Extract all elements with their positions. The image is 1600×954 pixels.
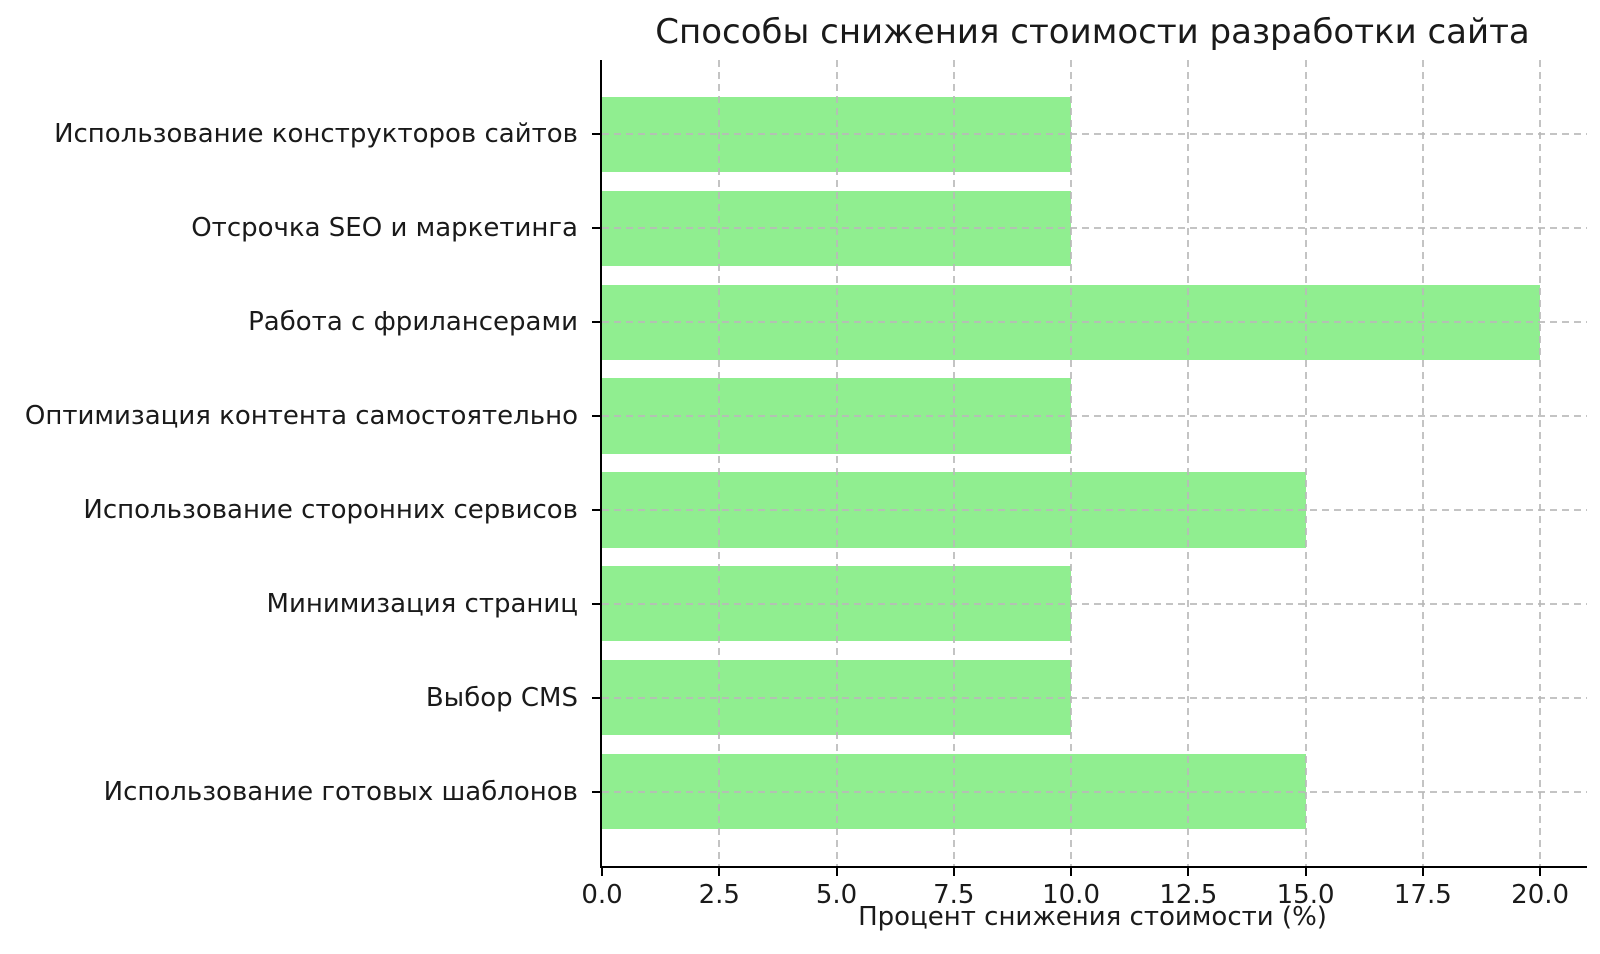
x-tick-mark [601, 868, 603, 876]
h-gridline [602, 227, 1587, 230]
x-tick-mark [1187, 868, 1190, 876]
chart-title: Способы снижения стоимости разработки са… [655, 12, 1530, 52]
y-tick-label: Оптимизация контента самостоятельно [24, 401, 578, 432]
y-tick-label: Использование сторонних сервисов [83, 494, 578, 525]
v-gridline [1304, 60, 1307, 866]
y-tick-mark [592, 227, 600, 230]
x-tick-mark [952, 868, 955, 876]
y-tick-mark [592, 415, 600, 418]
plot-area: 0.0 2.5 5.0 7.5 10.0 12.5 15.0 17.5 20.0 [581, 60, 1587, 910]
x-tick-label: 10.0 [1042, 880, 1100, 910]
y-tick-label: Минимизация страниц [266, 588, 578, 619]
y-tick-mark [592, 508, 600, 511]
x-tick-label: 0.0 [581, 880, 623, 910]
y-tick-mark [592, 790, 600, 793]
x-tick-label: 2.5 [698, 880, 740, 910]
y-tick-mark [592, 602, 600, 605]
y-tick-label: Использование конструкторов сайтов [54, 119, 578, 150]
h-gridline [602, 602, 1587, 605]
x-tick-mark [718, 868, 721, 876]
h-gridline [602, 321, 1587, 324]
v-gridline [952, 60, 955, 866]
x-tick-label: 7.5 [933, 880, 975, 910]
v-gridline [1421, 60, 1424, 866]
y-tick-label: Работа с фрилансерами [248, 307, 578, 338]
v-gridline [1070, 60, 1073, 866]
x-tick-label: 5.0 [815, 880, 858, 910]
v-gridline [1539, 60, 1542, 866]
x-axis-label: Процент снижения стоимости (%) [858, 902, 1327, 932]
x-tick-mark [835, 868, 838, 876]
h-gridline [602, 415, 1587, 418]
h-gridline [602, 790, 1587, 793]
y-tick-label: Выбор CMS [425, 682, 578, 713]
x-tick-mark [1304, 868, 1307, 876]
x-tick-label: 20.0 [1511, 880, 1570, 910]
y-axis-labels: Использование конструкторов сайтов Отсроч… [0, 60, 588, 866]
y-tick-mark [592, 696, 600, 699]
h-gridline [602, 508, 1587, 511]
v-gridline [718, 60, 721, 866]
y-tick-mark [592, 133, 600, 136]
x-tick-label: 17.5 [1393, 880, 1452, 910]
x-tick-mark [1421, 868, 1424, 876]
h-gridline [602, 696, 1587, 699]
v-gridline [1187, 60, 1190, 866]
x-tick-label: 15.0 [1276, 880, 1335, 910]
v-gridline [835, 60, 838, 866]
x-tick-mark [1539, 868, 1542, 876]
y-tick-label: Отсрочка SEO и маркетинга [191, 213, 578, 244]
x-tick-label: 12.5 [1159, 880, 1218, 910]
h-gridline [602, 133, 1587, 136]
y-tick-mark [592, 321, 600, 324]
x-tick-mark [1070, 868, 1073, 876]
y-tick-label: Использование готовых шаблонов [103, 776, 578, 807]
